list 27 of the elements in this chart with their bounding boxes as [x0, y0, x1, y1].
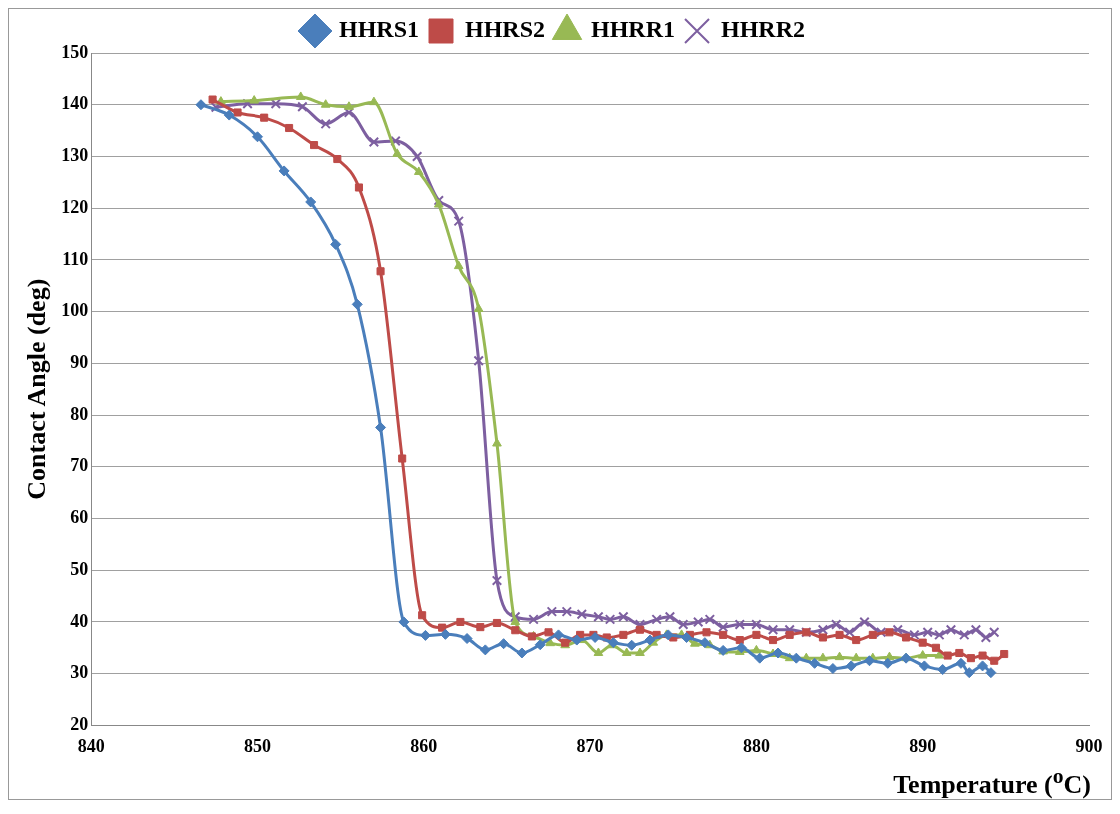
x-tick-label: 890	[909, 735, 937, 756]
y-tick-label: 110	[62, 248, 89, 269]
x-tick-label: 850	[244, 735, 271, 756]
y-tick-label: 30	[70, 662, 89, 683]
x-tick-label: 870	[576, 735, 604, 756]
legend-label: HHRR1	[591, 16, 676, 43]
y-tick-label: 60	[70, 507, 89, 528]
y-tick-label: 20	[70, 714, 89, 735]
x-tick-label: 860	[410, 735, 438, 756]
y-tick-label: 130	[61, 145, 89, 166]
y-tick-label: 100	[61, 300, 89, 321]
legend-label: HHRS2	[465, 16, 546, 43]
y-tick-label: 50	[70, 558, 89, 579]
y-axis-title: Contact Angle (deg)	[22, 278, 52, 500]
legend-label: HHRS1	[338, 16, 419, 43]
y-tick-label: 120	[61, 196, 89, 217]
y-tick-label: 70	[70, 455, 89, 476]
y-tick-label: 140	[61, 93, 89, 114]
y-tick-label: 150	[61, 41, 89, 62]
x-tick-label: 900	[1075, 735, 1103, 756]
y-tick-label: 40	[70, 610, 89, 631]
x-axis-title: Temperature ($^{o}$C)	[892, 763, 1092, 799]
x-tick-label: 840	[77, 735, 105, 756]
legend-label: HHRR2	[721, 16, 806, 43]
x-tick-label: 880	[742, 735, 770, 756]
y-tick-label: 80	[70, 403, 89, 424]
y-tick-label: 90	[70, 351, 89, 372]
